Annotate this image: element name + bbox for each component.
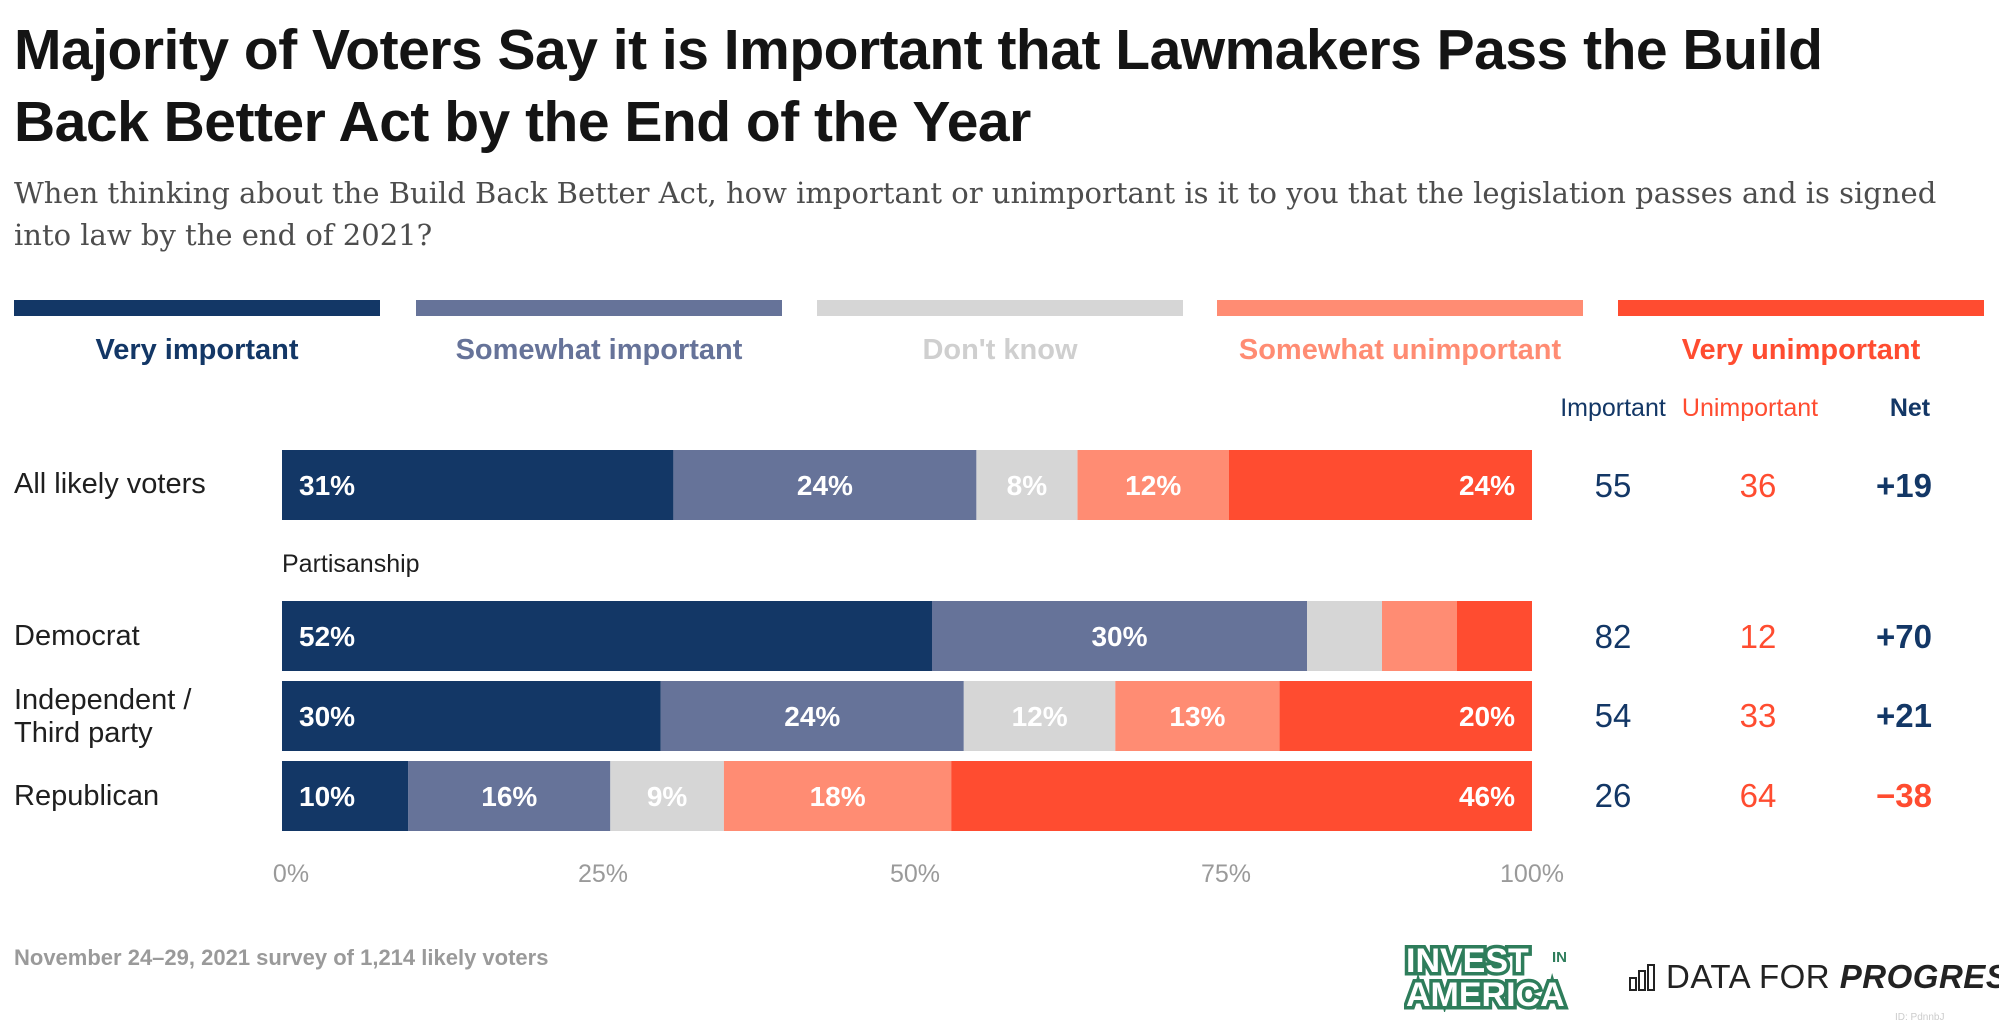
svg-text:AMERICA: AMERICA: [1406, 976, 1565, 1012]
bar-democrat-very-important: [282, 601, 932, 671]
bar-label-republican-very-important: 10%: [299, 781, 355, 812]
data-for-progress-logo: DATA FOR PROGRESS: [1628, 955, 1999, 999]
bar-label-all-likely-voters-very-unimportant: 24%: [1459, 470, 1515, 501]
unimportant-value-all: 36: [1739, 467, 1777, 504]
chart-subtitle: When thinking about the Build Back Bette…: [14, 176, 1937, 252]
net-value-independent: +21: [1876, 697, 1932, 734]
survey-note: November 24–29, 2021 survey of 1,214 lik…: [14, 945, 549, 970]
net-value-republican: −38: [1876, 777, 1932, 814]
bar-democrat-very-unimportant: [1457, 601, 1532, 671]
bar-all-likely-voters-somewhat-unimportant: [1077, 450, 1229, 520]
legend-label-somewhat-unimportant: Somewhat unimportant: [1238, 334, 1562, 366]
legend-label-very-important: Very important: [95, 334, 299, 366]
bar-chart-icon: [1629, 964, 1655, 991]
bar-label-independent-third-party-somewhat-important: 24%: [784, 701, 840, 732]
important-value-republican: 26: [1594, 777, 1632, 814]
bar-all-likely-voters-somewhat-important: [673, 450, 977, 520]
legend-very-unimportant: Very unimportant: [1618, 300, 1984, 367]
bar-republican-very-unimportant: [951, 761, 1532, 831]
bar-all-likely-voters-don-t-know: [976, 450, 1078, 520]
row-label-all-likely-voters: All likely voters: [14, 468, 206, 500]
important-value-independent: 54: [1594, 697, 1632, 734]
group-label-partisanship: Partisanship: [282, 550, 420, 578]
svg-text:INVEST: INVEST: [1406, 942, 1529, 980]
unimportant-value-republican: 64: [1739, 777, 1777, 814]
net-value-democrat: +70: [1876, 618, 1932, 655]
bar-label-all-likely-voters-somewhat-unimportant: 12%: [1125, 470, 1181, 501]
bar-label-independent-third-party-very-unimportant: 20%: [1459, 701, 1515, 732]
column-header-net: Net: [1889, 394, 1931, 422]
bar-all-likely-voters-very-important: [282, 450, 674, 520]
column-header-important: Important: [1560, 394, 1666, 422]
legend-swatch-dont-know: [817, 300, 1183, 316]
row-label-democrat: Democrat: [14, 620, 140, 652]
bar-label-all-likely-voters-very-important: 31%: [299, 470, 355, 501]
column-header-unimportant: Unimportant: [1681, 394, 1819, 422]
bar-independent-third-party-don-t-know: [963, 681, 1116, 751]
bar-label-all-likely-voters-somewhat-important: 24%: [797, 470, 853, 501]
bar-label-all-likely-voters-don-t-know: 8%: [1007, 470, 1048, 501]
svg-text:IN: IN: [1552, 949, 1567, 966]
bar-label-republican-somewhat-important: 16%: [481, 781, 537, 812]
invest-in-america-logo: INVEST IN AMERICA: [1404, 940, 1568, 1012]
legend-somewhat-unimportant: Somewhat unimportant: [1217, 300, 1583, 367]
legend-swatch-somewhat-unimportant: [1217, 300, 1583, 316]
x-tick-0: 0%: [272, 860, 310, 888]
important-value-all: 55: [1594, 467, 1632, 504]
bar-democrat-somewhat-important: [932, 601, 1307, 671]
unimportant-value-democrat: 12: [1739, 618, 1777, 655]
bar-label-independent-third-party-don-t-know: 12%: [1012, 701, 1068, 732]
legend-very-important: Very important: [14, 300, 380, 367]
bar-label-democrat-very-important: 52%: [299, 621, 355, 652]
bar-independent-third-party-very-important: [282, 681, 661, 751]
bar-label-independent-third-party-very-important: 30%: [299, 701, 355, 732]
net-value-all: +19: [1876, 467, 1932, 504]
row-label-independent: Independent / Third party: [14, 684, 192, 749]
bar-label-republican-very-unimportant: 46%: [1459, 781, 1515, 812]
chart-id: ID: PdnnbJ: [1895, 1012, 1945, 1023]
bar-democrat-somewhat-unimportant: [1382, 601, 1457, 671]
x-tick-100: 100%: [1500, 860, 1564, 888]
legend-label-very-unimportant: Very unimportant: [1681, 334, 1921, 366]
legend-label-somewhat-important: Somewhat important: [455, 334, 743, 366]
bar-independent-third-party-somewhat-unimportant: [1115, 681, 1280, 751]
chart-title: Majority of Voters Say it is Important t…: [14, 18, 1823, 154]
bar-label-democrat-somewhat-important: 30%: [1091, 621, 1147, 652]
bar-republican-somewhat-unimportant: [723, 761, 952, 831]
bar-label-independent-third-party-somewhat-unimportant: 13%: [1169, 701, 1225, 732]
x-tick-50: 50%: [889, 860, 941, 888]
bar-label-republican-somewhat-unimportant: 18%: [810, 781, 866, 812]
bar-republican-somewhat-important: [408, 761, 611, 831]
legend-label-dont-know: Don't know: [922, 334, 1078, 366]
legend-swatch-very-unimportant: [1618, 300, 1984, 316]
bar-independent-third-party-very-unimportant: [1279, 681, 1532, 751]
legend-dont-know: Don't know: [817, 300, 1183, 367]
legend-swatch-very-important: [14, 300, 380, 316]
bar-democrat-don-t-know: [1307, 601, 1382, 671]
dfp-wordmark: DATA FOR PROGRESS: [1666, 958, 1999, 995]
unimportant-value-independent: 33: [1739, 697, 1777, 734]
bar-label-republican-don-t-know: 9%: [647, 781, 688, 812]
row-label-republican: Republican: [14, 780, 160, 812]
bar-republican-don-t-know: [610, 761, 724, 831]
important-value-democrat: 82: [1594, 618, 1632, 655]
bar-independent-third-party-somewhat-important: [660, 681, 964, 751]
x-tick-75: 75%: [1200, 860, 1252, 888]
x-tick-25: 25%: [577, 860, 629, 888]
bar-all-likely-voters-very-unimportant: [1229, 450, 1532, 520]
legend-somewhat-important: Somewhat important: [416, 300, 782, 367]
bar-republican-very-important: [282, 761, 409, 831]
legend-swatch-somewhat-important: [416, 300, 782, 316]
